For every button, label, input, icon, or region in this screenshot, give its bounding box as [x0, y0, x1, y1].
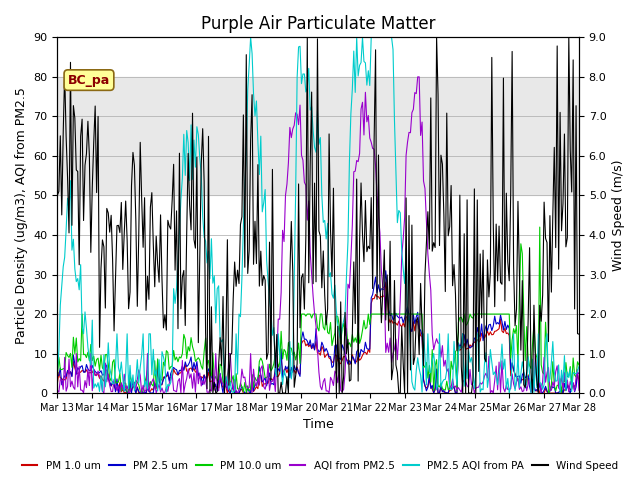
Legend: PM 1.0 um, PM 2.5 um, PM 10.0 um, AQI from PM2.5, PM2.5 AQI from PA, Wind Speed: PM 1.0 um, PM 2.5 um, PM 10.0 um, AQI fr…: [17, 456, 623, 475]
Title: Purple Air Particulate Matter: Purple Air Particulate Matter: [201, 15, 435, 33]
Y-axis label: Wind Speed (m/s): Wind Speed (m/s): [612, 159, 625, 271]
X-axis label: Time: Time: [303, 419, 333, 432]
Bar: [58, 77, 579, 195]
Y-axis label: Particle Density (ug/m3), AQI from PM2.5: Particle Density (ug/m3), AQI from PM2.5: [15, 87, 28, 344]
Text: BC_pa: BC_pa: [68, 73, 110, 86]
